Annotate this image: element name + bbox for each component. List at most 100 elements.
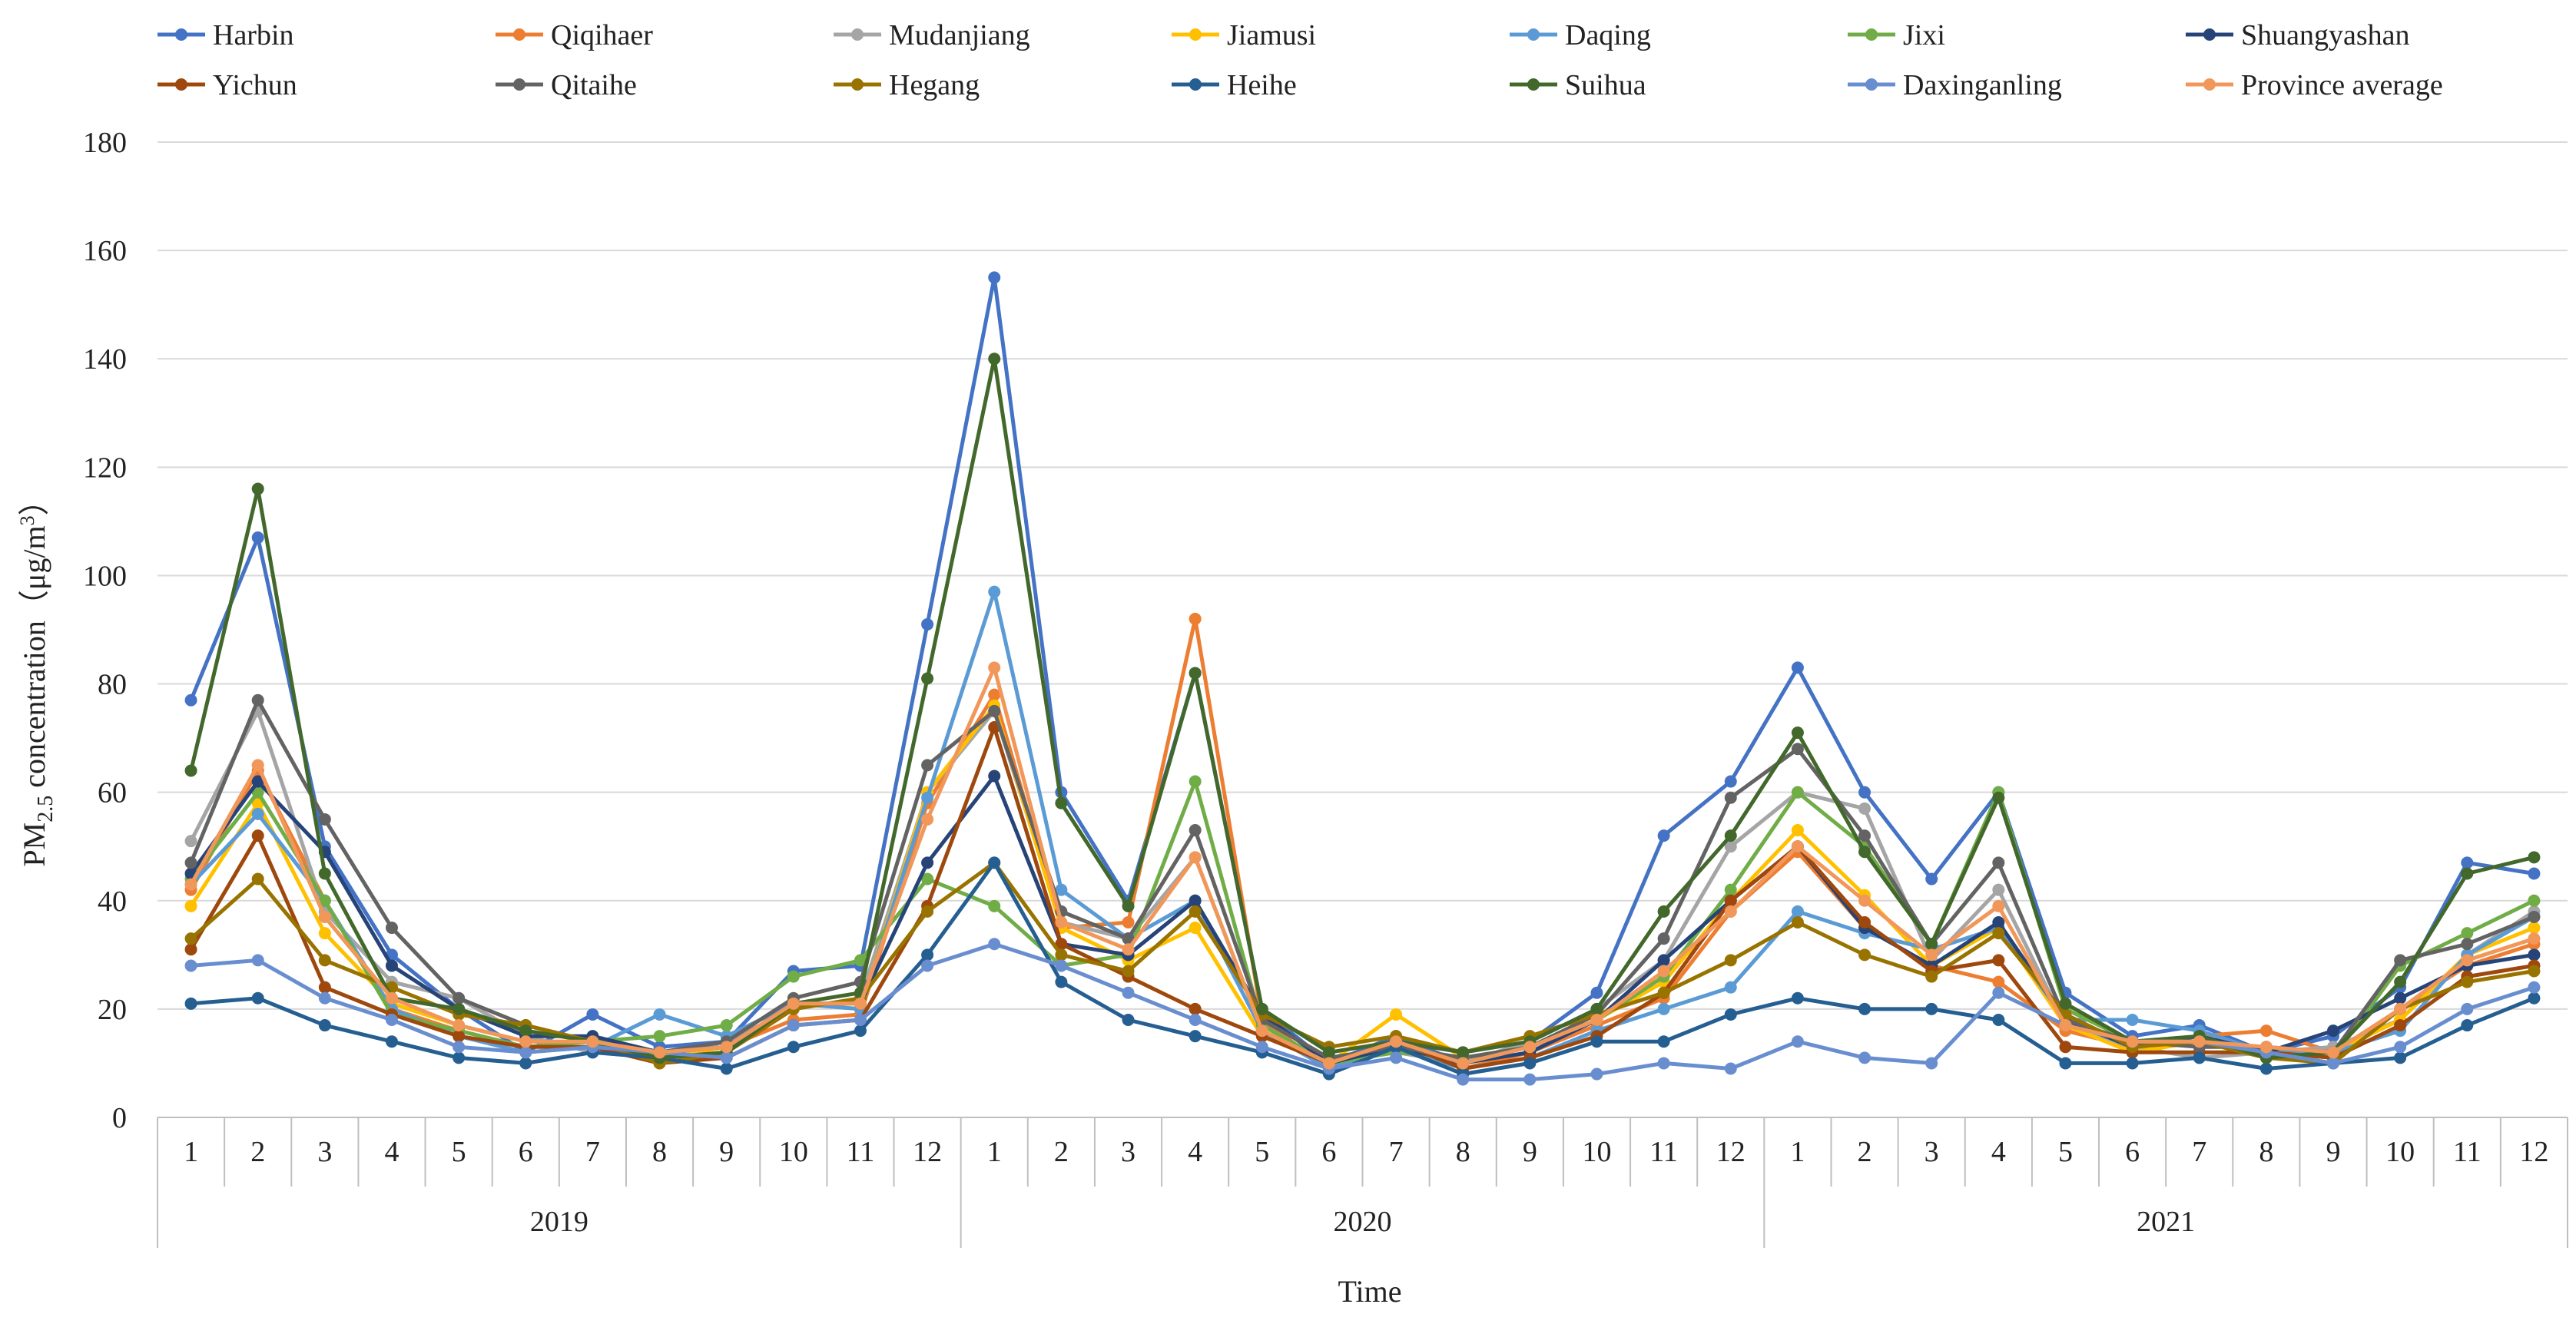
data-point bbox=[720, 1019, 733, 1032]
series-jiamusi bbox=[184, 699, 2541, 1070]
data-point bbox=[2059, 1057, 2072, 1070]
legend-swatch-marker bbox=[1527, 78, 1540, 91]
legend-swatch-marker bbox=[513, 78, 525, 91]
data-point bbox=[1055, 883, 1068, 896]
data-point bbox=[318, 813, 331, 826]
legend-item: Daqing bbox=[1510, 19, 1651, 51]
data-point bbox=[1791, 916, 1804, 928]
data-point bbox=[1590, 1035, 1603, 1048]
data-point bbox=[1189, 612, 1202, 625]
x-tick-month: 1 bbox=[987, 1136, 1002, 1168]
data-point bbox=[385, 1014, 398, 1026]
data-point bbox=[318, 910, 331, 923]
data-point bbox=[854, 1014, 867, 1026]
data-point bbox=[1858, 829, 1871, 842]
x-tick-month: 1 bbox=[184, 1136, 198, 1168]
legend-swatch-marker bbox=[851, 78, 864, 91]
data-point bbox=[2461, 975, 2474, 988]
x-tick-month: 9 bbox=[719, 1136, 734, 1168]
data-point bbox=[653, 1046, 666, 1059]
data-point bbox=[1657, 1002, 1670, 1015]
data-point bbox=[1858, 802, 1871, 815]
data-point bbox=[1390, 1008, 1403, 1021]
legend-label: Daqing bbox=[1565, 19, 1651, 51]
legend-item: Qiqihaer bbox=[496, 19, 653, 51]
data-point bbox=[2528, 948, 2541, 962]
data-point bbox=[453, 991, 466, 1005]
data-point bbox=[318, 927, 331, 940]
legend-swatch-marker bbox=[175, 78, 187, 91]
data-point bbox=[453, 1019, 466, 1032]
x-tick-month: 11 bbox=[847, 1136, 875, 1168]
data-point bbox=[1657, 986, 1670, 999]
x-tick-month: 3 bbox=[317, 1136, 332, 1168]
data-point bbox=[251, 693, 264, 707]
data-point bbox=[854, 1024, 867, 1038]
data-point bbox=[2394, 991, 2407, 1005]
x-tick-month: 12 bbox=[913, 1136, 942, 1168]
series-daxinganling bbox=[184, 938, 2541, 1086]
data-point bbox=[2259, 1041, 2273, 1054]
data-point bbox=[1189, 905, 1202, 918]
x-tick-month: 10 bbox=[1582, 1136, 1611, 1168]
data-point bbox=[318, 991, 331, 1005]
data-point bbox=[1322, 1046, 1335, 1059]
series-line bbox=[189, 617, 2535, 1071]
y-tick-label: 80 bbox=[98, 669, 127, 701]
data-point bbox=[1791, 661, 1804, 674]
y-tick-label: 120 bbox=[83, 452, 127, 484]
data-point bbox=[1390, 1035, 1403, 1048]
data-point bbox=[2394, 954, 2407, 967]
data-point bbox=[1724, 894, 1737, 907]
data-point bbox=[1657, 905, 1670, 918]
series-daqing bbox=[184, 585, 2541, 1075]
legend-swatch-marker bbox=[851, 28, 864, 41]
data-point bbox=[1457, 1046, 1470, 1059]
data-point bbox=[1122, 986, 1135, 999]
data-point bbox=[1657, 1057, 1670, 1070]
data-point bbox=[921, 791, 934, 804]
data-point bbox=[988, 353, 1001, 366]
data-point bbox=[720, 1051, 733, 1064]
data-point bbox=[1724, 905, 1737, 918]
data-point bbox=[1657, 965, 1670, 978]
data-point bbox=[1791, 786, 1804, 799]
legend-label: Harbin bbox=[213, 19, 294, 51]
data-point bbox=[854, 954, 867, 967]
legend-item: Heihe bbox=[1172, 69, 1297, 101]
data-point bbox=[1791, 824, 1804, 837]
data-point bbox=[184, 959, 197, 972]
series-line bbox=[189, 774, 2535, 1065]
data-point bbox=[385, 959, 398, 972]
data-point bbox=[2059, 1019, 2072, 1032]
data-point bbox=[1055, 938, 1068, 951]
data-point bbox=[921, 759, 934, 772]
series-harbin bbox=[184, 271, 2541, 1070]
data-point bbox=[519, 1046, 532, 1059]
data-point bbox=[1791, 1035, 1804, 1048]
data-point bbox=[1055, 959, 1068, 972]
data-point bbox=[988, 271, 1001, 284]
data-point bbox=[1858, 894, 1871, 907]
data-point bbox=[2327, 1046, 2340, 1059]
x-tick-month: 10 bbox=[2385, 1136, 2415, 1168]
data-point bbox=[921, 617, 934, 631]
x-tick-month: 5 bbox=[1255, 1136, 1269, 1168]
data-point bbox=[1992, 975, 2005, 988]
data-point bbox=[1992, 916, 2005, 928]
x-tick-month: 4 bbox=[384, 1136, 399, 1168]
x-tick-month: 7 bbox=[1389, 1136, 1404, 1168]
data-point bbox=[385, 991, 398, 1005]
series-line bbox=[189, 698, 2535, 1060]
data-point bbox=[2126, 1014, 2139, 1026]
data-point bbox=[1724, 1008, 1737, 1021]
legend-label: Qiqihaer bbox=[551, 19, 653, 51]
data-point bbox=[1791, 743, 1804, 756]
data-point bbox=[318, 867, 331, 880]
data-point bbox=[2528, 991, 2541, 1005]
legend-label: Suihua bbox=[1565, 69, 1646, 101]
data-point bbox=[988, 856, 1001, 869]
data-point bbox=[1925, 938, 1938, 951]
data-point bbox=[519, 1024, 532, 1038]
